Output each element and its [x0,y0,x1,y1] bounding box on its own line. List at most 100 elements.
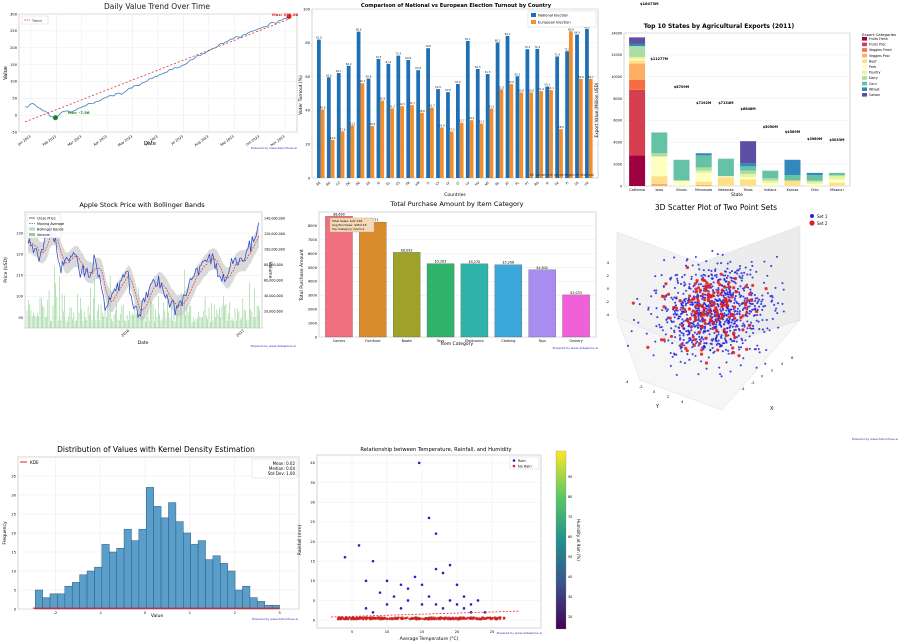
data-label: $4,842 [536,266,548,270]
point-rain [399,583,403,587]
bar-segment [673,180,690,186]
point-set2 [719,302,724,306]
point-set2 [706,296,710,300]
point-set1 [688,337,691,340]
bar-segment [806,181,823,184]
point-no-rain [350,617,353,620]
x-tick-label: 20 [455,630,460,634]
x-tick-label: EE [365,181,371,187]
point-set1 [737,346,740,349]
bar-segment [695,167,712,171]
data-label: 50.8 [445,88,451,92]
point-set1 [717,294,720,297]
x-tick-label: -2 [751,381,755,385]
y-tick-label: 4000 [308,280,318,284]
data-label: 71.9 [554,52,560,56]
data-label: 22.6 [330,136,336,140]
y-tick-label: 300 [10,12,18,16]
point-set1 [676,277,679,280]
point-set1 [702,338,705,341]
x-tick-label: May 2023 [117,135,133,148]
bar-segment [762,170,779,179]
x-tick-label: Nebraska [718,188,734,192]
point-set1 [636,297,639,300]
panel-purchase-amount: Total Purchase Amount by Item Category $… [299,200,598,350]
point-set1 [739,276,742,279]
point-set1 [743,289,746,292]
point-no-rain [341,616,344,620]
point-no-rain [451,617,455,620]
point-set1 [715,323,718,326]
point-set2 [691,309,695,313]
point-set1 [751,276,754,279]
y-axis-label: Price (USD) [3,257,9,283]
point-set2 [715,318,719,322]
x-tick-label: 6 [791,356,794,360]
point-set1 [712,281,715,284]
point-set1 [705,307,708,310]
x-axis-label: X [770,406,774,412]
y-tick-label: 40 [305,109,310,113]
legend-label: Moving Average [37,222,64,226]
point-set1 [726,321,729,324]
point-set1 [738,310,741,313]
y-tick-label: 35 [11,474,16,478]
y-axis-label: Export Value (Million USD) [594,82,599,137]
point-set2 [727,285,731,289]
point-no-rain [418,617,421,620]
legend-swatch [862,37,867,41]
point-set2 [688,316,692,321]
point-set1 [727,349,730,352]
y-tick-label: 0 [315,335,318,339]
panel-ag-exports: $16473M Top 10 States by Agricultural Ex… [594,2,896,198]
point-set1 [716,253,719,256]
point-set1 [712,351,715,354]
histogram-bar [57,593,66,610]
point-set2 [723,285,727,289]
point-set2 [708,283,712,287]
point-set1 [739,319,742,322]
data-label: 76.2 [524,45,530,49]
legend-label: European Election [538,21,571,25]
point-set2 [704,361,709,365]
z-tick-label: 4 [607,261,610,265]
bar-segment [828,179,845,183]
point-set1 [661,309,664,312]
histogram-bar [123,528,132,610]
point-set1 [725,314,728,317]
point-set1 [748,347,751,350]
bar [359,221,387,338]
bar-segment [784,175,801,181]
point-set2 [727,315,732,319]
point-set1 [685,297,688,300]
data-label: 55.6 [508,80,514,84]
point-set2 [662,305,666,309]
stats-line: Std Dev: 1.00 [268,471,296,476]
min-annotation: Min: -7.56 [68,110,90,115]
point-no-rain [478,618,481,621]
point-set1 [757,300,760,303]
data-label: 29.9 [439,123,445,127]
y-tick-label: 1000 [308,321,318,325]
x-tick-label: LV [445,180,451,186]
x-tick-label: SK [554,180,560,186]
legend-swatch [862,53,867,58]
point-set1 [782,288,785,291]
point-set1 [647,308,650,311]
point-set1 [754,297,757,300]
point-set2 [727,298,731,303]
y-tick-label: 120 [16,252,24,256]
credit: Powered by www.datasplice.ai [553,346,599,350]
point-set1 [697,319,700,322]
x-axis-label: Countries [444,192,466,198]
point-set1 [732,291,735,294]
point-no-rain [358,617,361,620]
y2-tick-label: 140,000,000 [264,216,285,220]
point-set2 [693,338,697,342]
point-set1 [656,316,659,319]
point-set1 [748,312,751,315]
y-tick-label: -4 [625,380,629,384]
bar-segment [673,159,690,181]
bar-segment [740,177,757,180]
point-set1 [669,352,672,355]
